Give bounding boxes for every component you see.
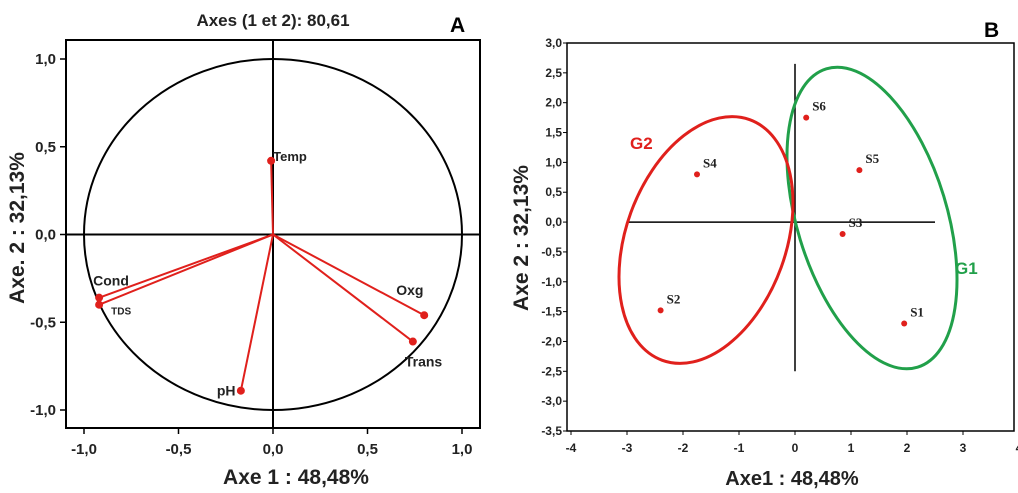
panel-b-y-axis-label: Axe 2 : 32,13%: [510, 165, 533, 311]
panel-a-label-trans: Trans: [405, 354, 443, 370]
panel-b-group-ellipse-g2: [617, 115, 795, 365]
panel-a-x-tick-label: 1,0: [452, 441, 473, 458]
panel-b-y-tick-label: 2,5: [545, 66, 562, 80]
panel-b-point-s1: [901, 320, 908, 327]
panel-b-label: B: [984, 19, 999, 42]
panel-b-y-tick-label: -1,0: [541, 275, 562, 289]
panel-a-x-axis-label: Axe 1 : 48,48%: [223, 466, 369, 489]
panel-a-y-tick-label: 0,0: [35, 227, 56, 244]
panel-a-point-ph: [236, 386, 245, 395]
panel-a-vector-ph: [239, 234, 274, 391]
panel-b-label-s6: S6: [812, 99, 826, 114]
panel-b-y-tick-label: -1,5: [541, 305, 562, 319]
panel-b-x-tick-label: -2: [678, 441, 689, 455]
panel-a-y-tick-label: -1,0: [30, 402, 56, 419]
panel-b-point-s2: [657, 307, 664, 314]
panel-a-title: Axes (1 et 2): 80,61: [196, 11, 349, 30]
panel-b-y-tick-label: -3,5: [541, 424, 562, 438]
panel-a-x-tick-label: 0,5: [357, 441, 378, 458]
panel-b-group-label-g2: G2: [630, 134, 653, 153]
panel-a-label-temp: Temp: [273, 149, 307, 164]
panel-a: Axes (1 et 2): 80,61 A Axe 1 : 48,48% Ax…: [6, 11, 481, 489]
panel-b-label-s3: S3: [849, 215, 863, 230]
panel-a-x-tick-label: -0,5: [166, 441, 192, 458]
panel-a-label-cond: Cond: [93, 273, 129, 289]
panel-b-x-tick-label: 2: [904, 441, 911, 455]
panel-a-x-tick-label: 0,0: [263, 441, 284, 458]
panel-b-label-s4: S4: [703, 155, 717, 170]
panel-a-point-cond: [95, 293, 104, 302]
panel-a-label: A: [450, 14, 465, 37]
panel-b-x-tick-label: 1: [848, 441, 855, 455]
panel-a-point-tds: [95, 300, 104, 309]
panel-b-y-tick-label: 0,0: [545, 215, 562, 229]
panel-a-y-tick-label: 1,0: [35, 51, 56, 68]
panel-a-y-tick-label: 0,5: [35, 139, 56, 156]
panel-b-y-tick-label: -0,5: [541, 245, 562, 259]
panel-b-x-tick-label: -4: [566, 441, 577, 455]
panel-a-point-trans: [408, 337, 417, 346]
panel-b-y-tick-label: 2,0: [545, 96, 562, 110]
panel-b-x-tick-label: 3: [960, 441, 967, 455]
panel-a-y-tick-label: -0,5: [30, 314, 56, 331]
panel-b-point-s6: [803, 114, 810, 121]
panel-b-y-tick-label: -2,5: [541, 364, 562, 378]
panel-b-plot-frame: [566, 42, 1015, 432]
panel-b-point-s4: [694, 171, 700, 178]
panel-b-label-s2: S2: [667, 291, 681, 306]
panel-b-point-s3: [839, 231, 846, 238]
panel-a-point-oxg: [420, 311, 429, 320]
panel-b-y-tick-label: 0,5: [545, 185, 562, 199]
panel-a-label-ph: pH: [217, 383, 236, 399]
panel-b-label-s5: S5: [865, 151, 879, 166]
panel-a-vector-tds: [98, 233, 274, 306]
panel-a-vector-cond: [98, 233, 274, 299]
panel-b-x-axis-label: Axe1 : 48,48%: [725, 468, 859, 490]
panel-b-x-tick-label: -3: [622, 441, 633, 455]
panel-b-point-s5: [856, 167, 863, 174]
panel-a-point-temp: [267, 156, 276, 165]
panel-a-label-tds: TDS: [111, 307, 131, 318]
panel-b-y-tick-label: -2,0: [541, 334, 562, 348]
panel-b-y-tick-label: 1,5: [545, 126, 562, 140]
panel-a-vector-trans: [272, 233, 414, 343]
panel-b: B Axe1 : 48,48% Axe 2 : 32,13% -4 -3 -2 -1 0…: [510, 19, 1018, 490]
panel-b-y-tick-label: -3,0: [541, 394, 562, 408]
panel-a-y-axis-label: Axe. 2 : 32,13%: [6, 152, 29, 304]
panel-a-vector-oxg: [272, 233, 425, 317]
panel-b-group-ellipse-g1: [785, 65, 959, 371]
panel-b-y-tick-label: 1,0: [545, 155, 562, 169]
panel-b-x-tick-label: 4: [1016, 441, 1018, 455]
panel-a-label-oxg: Oxg: [396, 282, 423, 298]
panel-b-x-tick-label: 0: [792, 441, 799, 455]
panel-a-x-tick-label: -1,0: [71, 441, 97, 458]
panel-b-x-tick-label: -1: [734, 441, 745, 455]
panel-b-group-label-g1: G1: [955, 259, 978, 278]
panel-a-vector-temp: [270, 160, 274, 235]
panel-b-label-s1: S1: [910, 305, 924, 320]
panel-b-y-tick-label: 3,0: [545, 36, 562, 50]
